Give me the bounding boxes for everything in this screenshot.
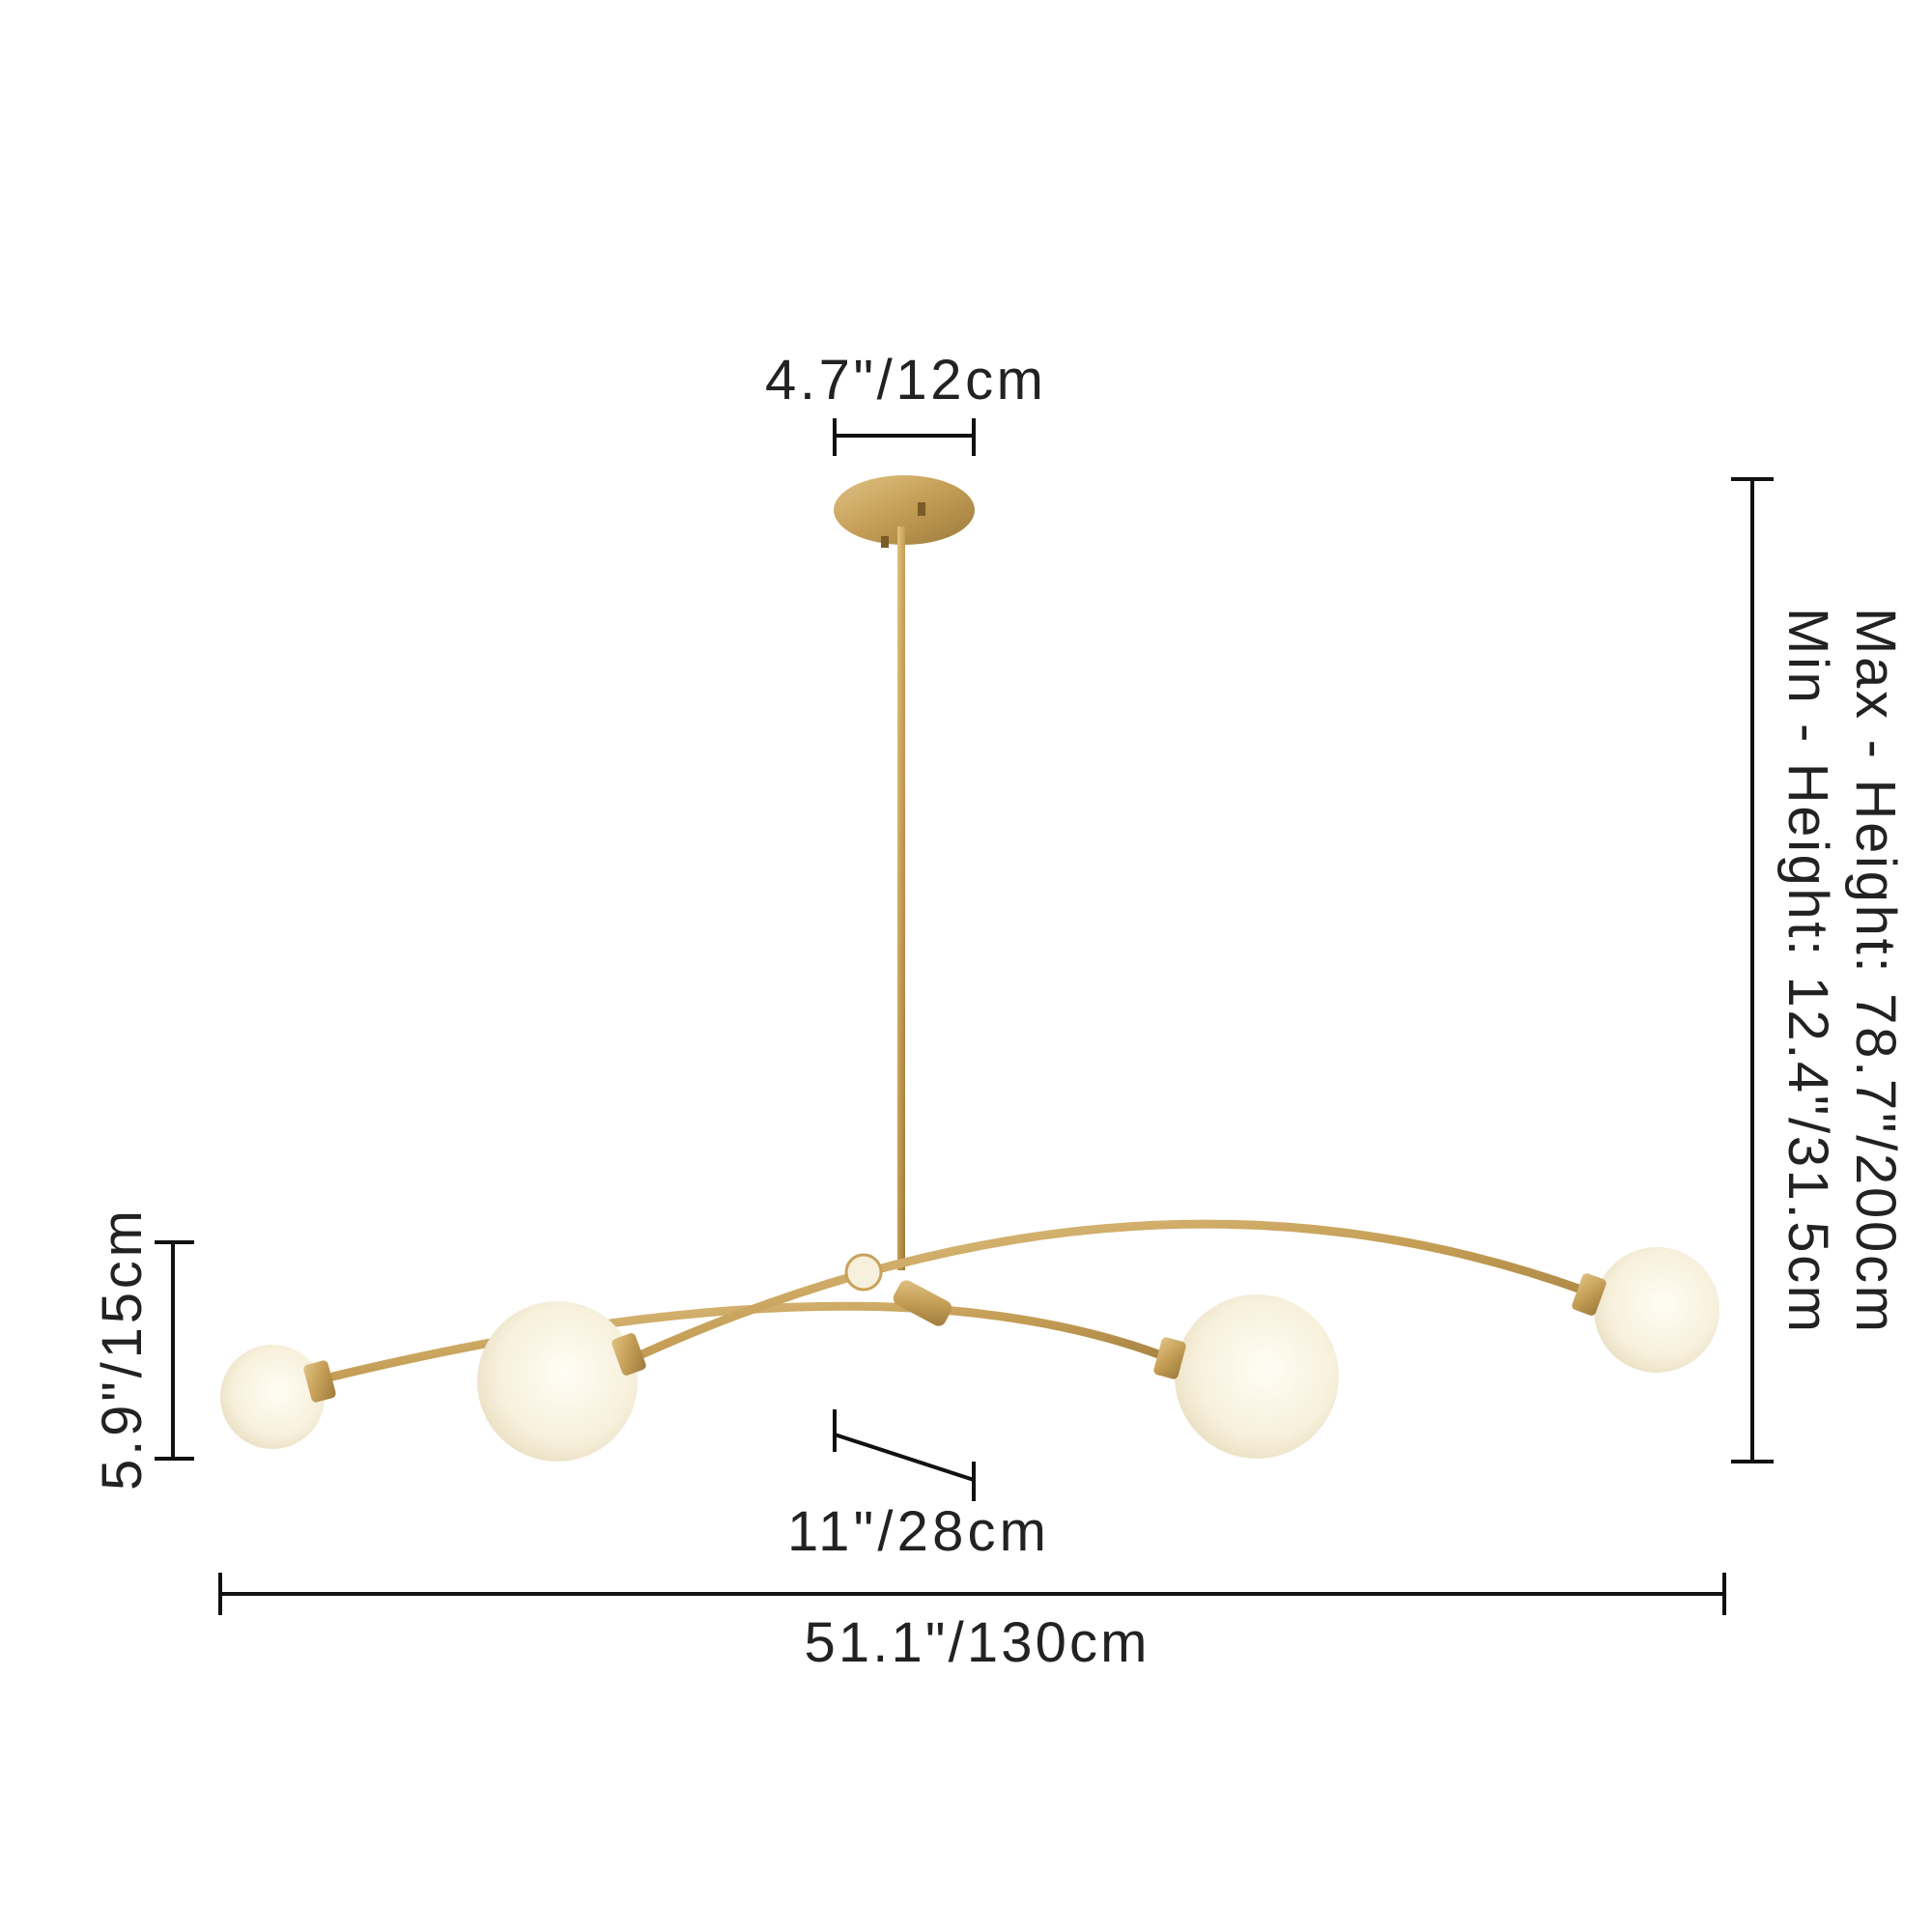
dimension-fixture-height: 5.9"/15cm	[91, 1210, 194, 1491]
socket	[1153, 1337, 1186, 1379]
overall-width-label: 51.1"/130cm	[805, 1611, 1148, 1674]
fixture-height-label: 5.9"/15cm	[91, 1210, 154, 1491]
hub-cap	[844, 1253, 883, 1292]
globe-shade	[477, 1301, 638, 1462]
globe-shade	[1175, 1294, 1339, 1459]
hub-cylinder	[893, 1280, 952, 1326]
arm-right-curve	[636, 1219, 1586, 1361]
canopy-width-label: 4.7"/12cm	[765, 349, 1043, 412]
globe-shade	[1594, 1247, 1719, 1373]
max-height-label: Max - Height: 78.7"/200cm	[1844, 608, 1907, 1332]
dimension-overall-width: 51.1"/130cm	[218, 1573, 1726, 1674]
min-height-label: Min - Height: 12.4"/31.5cm	[1776, 608, 1839, 1332]
socket	[611, 1333, 646, 1376]
globe-shade	[220, 1345, 325, 1449]
ceiling-canopy	[834, 475, 975, 545]
arm-left-curve	[323, 1301, 1166, 1383]
dimension-height: Max - Height: 78.7"/200cm Min - Height: …	[1731, 477, 1907, 1463]
dimension-arm-offset: 11"/28cm	[787, 1409, 1046, 1563]
dimension-canopy-width: 4.7"/12cm	[765, 349, 1043, 456]
canopy-screw	[918, 502, 925, 516]
canopy-screw	[881, 536, 889, 548]
arm-offset-label: 11"/28cm	[787, 1500, 1046, 1563]
socket	[1572, 1273, 1606, 1316]
chandelier-illustration	[220, 475, 1719, 1462]
downrod	[897, 526, 905, 1270]
socket	[303, 1360, 336, 1403]
